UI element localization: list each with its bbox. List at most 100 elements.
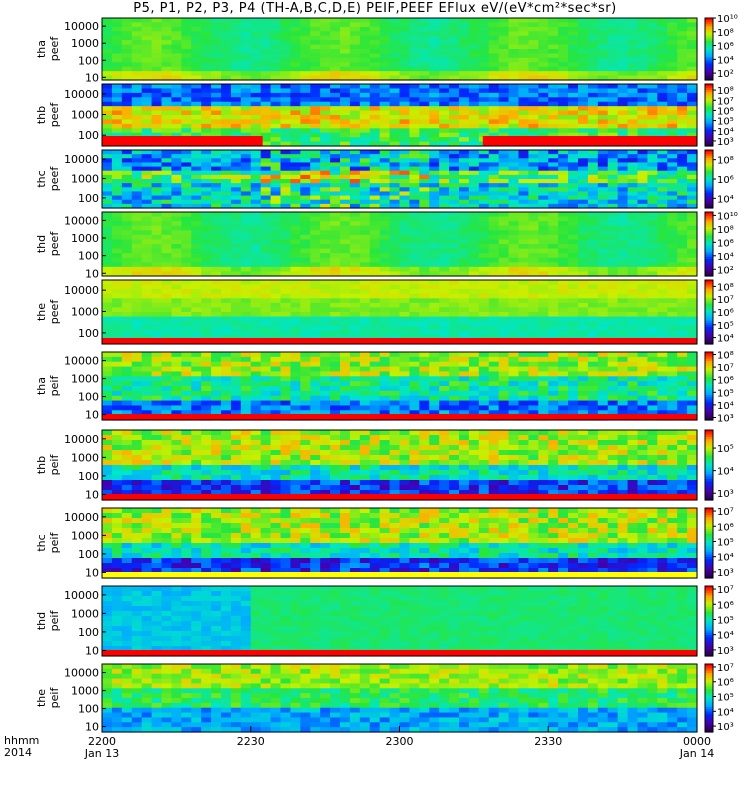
heatmap-cell bbox=[211, 225, 222, 231]
heatmap-cell bbox=[687, 119, 698, 125]
heatmap-cell bbox=[687, 150, 698, 155]
heatmap-cell bbox=[151, 361, 163, 368]
heatmap-cell bbox=[687, 280, 698, 286]
heatmap-cell bbox=[449, 154, 460, 159]
heatmap-cell bbox=[538, 49, 549, 55]
heatmap-cell bbox=[250, 110, 262, 116]
heatmap-cell bbox=[270, 71, 282, 77]
heatmap-cell bbox=[340, 62, 351, 68]
heatmap-cell bbox=[617, 97, 629, 103]
heatmap-cell bbox=[607, 257, 619, 263]
heatmap-cell bbox=[221, 203, 232, 209]
heatmap-cell bbox=[201, 257, 212, 263]
heatmap-cell bbox=[340, 248, 351, 254]
heatmap-cell bbox=[389, 361, 401, 368]
heatmap-cell bbox=[349, 386, 361, 392]
heatmap-cell bbox=[657, 289, 668, 295]
heatmap-cell bbox=[439, 257, 450, 263]
heatmap-cell bbox=[379, 110, 391, 116]
heatmap-cell bbox=[498, 234, 510, 241]
heatmap-cell bbox=[111, 356, 123, 363]
heatmap-cell bbox=[637, 253, 649, 259]
heatmap-cell bbox=[201, 84, 212, 90]
heatmap-cell bbox=[270, 115, 282, 121]
heatmap-cell bbox=[538, 31, 549, 37]
heatmap-cell bbox=[300, 110, 311, 116]
heatmap-cell bbox=[637, 71, 649, 77]
heatmap-cell bbox=[587, 71, 599, 77]
heatmap-cell bbox=[151, 248, 163, 254]
heatmap-cell bbox=[429, 158, 440, 164]
heatmap-cell bbox=[250, 88, 262, 94]
heatmap-cell bbox=[280, 216, 292, 222]
heatmap-cell bbox=[468, 262, 480, 268]
heatmap-cell bbox=[181, 284, 192, 290]
heatmap-cell bbox=[240, 325, 252, 331]
heatmap-cell bbox=[161, 123, 173, 129]
heatmap-cell bbox=[459, 44, 470, 50]
heatmap-cell bbox=[340, 395, 351, 402]
heatmap-cell bbox=[102, 325, 113, 331]
heatmap-cell bbox=[498, 195, 510, 201]
heatmap-cell bbox=[568, 271, 579, 277]
heatmap-cell bbox=[240, 334, 252, 341]
heatmap-cell bbox=[290, 262, 301, 268]
heatmap-cell bbox=[409, 183, 420, 188]
heatmap-cell bbox=[657, 179, 668, 184]
heatmap-cell bbox=[449, 162, 460, 168]
heatmap-cell bbox=[498, 44, 510, 50]
heatmap-cell bbox=[201, 187, 212, 193]
heatmap-cell bbox=[111, 395, 123, 402]
heatmap-cell bbox=[111, 405, 123, 411]
heatmap-cell bbox=[300, 154, 311, 159]
heatmap-cell bbox=[409, 307, 420, 313]
heatmap-cell bbox=[439, 381, 450, 387]
colorbar-step bbox=[705, 65, 713, 69]
heatmap-cell bbox=[131, 271, 143, 277]
heatmap-cell bbox=[667, 49, 678, 55]
heatmap-cell bbox=[399, 57, 411, 63]
heatmap-cell bbox=[141, 386, 153, 392]
heatmap-cell bbox=[449, 234, 460, 241]
heatmap-cell bbox=[290, 361, 301, 368]
heatmap-cell bbox=[558, 154, 569, 159]
heatmap-cell bbox=[121, 92, 133, 98]
heatmap-cell bbox=[260, 170, 272, 176]
y-tick-label: 1000 bbox=[71, 173, 99, 186]
heatmap-cell bbox=[389, 137, 401, 143]
colorbar-step bbox=[705, 32, 713, 36]
heatmap-cell bbox=[161, 386, 173, 392]
heatmap-cell bbox=[657, 57, 668, 63]
heatmap-cell bbox=[607, 106, 619, 112]
heatmap-cell bbox=[568, 119, 579, 125]
heatmap-cell bbox=[280, 195, 292, 201]
heatmap-cell bbox=[568, 106, 579, 112]
heatmap-cell bbox=[221, 119, 232, 125]
heatmap-cell bbox=[230, 123, 242, 129]
heatmap-cell bbox=[657, 162, 668, 168]
heatmap-cell bbox=[171, 330, 182, 336]
heatmap-cell bbox=[568, 154, 579, 159]
heatmap-cell bbox=[300, 141, 311, 147]
heatmap-cell bbox=[478, 271, 490, 277]
heatmap-cell bbox=[369, 110, 381, 116]
heatmap-cell bbox=[518, 119, 530, 125]
heatmap-cell bbox=[389, 53, 401, 59]
heatmap-cell bbox=[221, 221, 232, 227]
heatmap-cell bbox=[151, 18, 163, 24]
heatmap-cell bbox=[657, 266, 668, 273]
heatmap-cell bbox=[359, 18, 371, 24]
heatmap-cell bbox=[330, 239, 341, 245]
heatmap-cell bbox=[290, 49, 301, 55]
heatmap-cell bbox=[548, 57, 559, 63]
colorbar-step bbox=[705, 153, 713, 157]
heatmap-cell bbox=[121, 158, 133, 164]
heatmap-cell bbox=[161, 22, 173, 28]
heatmap-cell bbox=[131, 361, 143, 368]
heatmap-cell bbox=[667, 88, 678, 94]
heatmap-cell bbox=[667, 132, 678, 138]
heatmap-cell bbox=[191, 128, 202, 134]
heatmap-cell bbox=[627, 212, 639, 218]
heatmap-cell bbox=[359, 230, 371, 236]
heatmap-cell bbox=[151, 128, 163, 134]
